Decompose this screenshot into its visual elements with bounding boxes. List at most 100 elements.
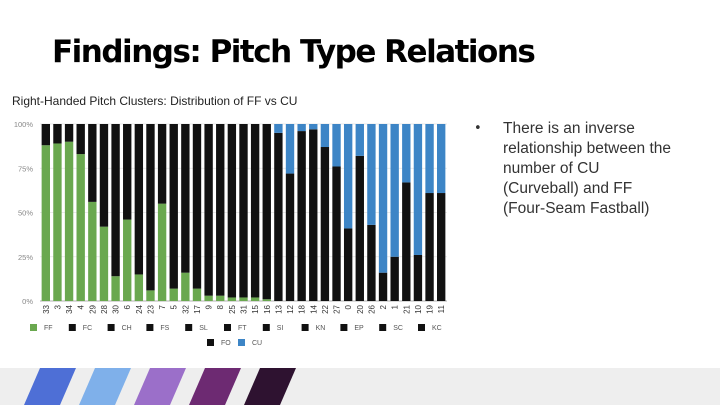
- x-tick-label: 12: [286, 304, 295, 313]
- bar-segment-fc: [250, 124, 260, 298]
- chart-title: Right-Handed Pitch Clusters: Distributio…: [12, 94, 298, 108]
- bar-segment-fc: [123, 124, 132, 220]
- bar-segment-fc: [204, 124, 213, 296]
- bar-segment-fc: [355, 155, 364, 301]
- bar-segment-cu: [402, 124, 411, 183]
- legend-swatch: [146, 324, 154, 331]
- bar-segment-cu: [436, 124, 446, 194]
- x-tick-label: 0: [344, 304, 353, 309]
- bar-segment-fc: [157, 124, 167, 204]
- bar-segment-ff: [76, 154, 85, 301]
- bar-segment-fc: [41, 124, 51, 146]
- legend-label: SC: [393, 325, 403, 332]
- x-tick-label: 26: [367, 304, 376, 313]
- bar-segment-ff: [111, 276, 120, 301]
- legend-swatch: [224, 324, 231, 331]
- bars: [41, 124, 446, 301]
- bar-segment-fc: [64, 124, 74, 142]
- bar-segment-cu: [355, 124, 364, 156]
- stacked-bar-chart: 0%25%50%75%100% 33 3 34 4 29 28 30 6 24 23 7 5 32 17 9…: [14, 120, 447, 347]
- bar-segment-fc: [76, 124, 85, 155]
- x-axis-ticks: 33 3 34 4 29 28 30 6 24 23 7 5 32 17 9 8 25 31 15 16 13 12 18 1…: [42, 304, 446, 313]
- legend-swatch: [238, 339, 245, 346]
- x-tick-label: 14: [309, 304, 318, 313]
- x-tick-label: 6: [123, 304, 132, 309]
- bar-segment-fc: [332, 166, 341, 301]
- bar-segment-fc: [413, 254, 423, 301]
- y-tick-label: 100%: [14, 120, 34, 129]
- bar-segment-ff: [169, 288, 178, 301]
- x-tick-label: 7: [158, 304, 167, 309]
- x-tick-label: 23: [146, 304, 155, 313]
- footer-decoration: [24, 368, 296, 405]
- bar-segment-fc: [262, 124, 271, 300]
- legend-label: FO: [221, 340, 231, 347]
- bar-segment-ff: [157, 203, 167, 301]
- decor-stripe: [244, 368, 296, 405]
- x-tick-label: 33: [42, 304, 51, 313]
- x-tick-label: 5: [170, 304, 179, 309]
- legend-swatch: [68, 324, 76, 331]
- x-tick-label: 20: [356, 304, 365, 313]
- x-tick-label: 27: [333, 304, 342, 313]
- legend-label: FT: [238, 325, 247, 332]
- decor-stripe: [24, 368, 76, 405]
- bar-segment-cu: [274, 124, 283, 133]
- x-tick-label: 32: [181, 304, 190, 313]
- legend-label: KC: [432, 325, 442, 332]
- x-tick-label: 2: [379, 304, 388, 309]
- x-tick-label: 31: [240, 304, 249, 313]
- bar-segment-fc: [343, 228, 353, 301]
- decor-stripe: [79, 368, 131, 405]
- legend-label: EP: [354, 325, 364, 332]
- legend-label: FF: [44, 325, 53, 332]
- x-tick-label: 9: [205, 304, 214, 309]
- bar-segment-cu: [343, 124, 353, 229]
- bar-segment-fc: [134, 124, 144, 275]
- bar-segment-ff: [123, 219, 132, 301]
- bar-segment-cu: [332, 124, 341, 167]
- decor-stripe: [189, 368, 241, 405]
- legend-swatch: [107, 324, 115, 331]
- x-tick-label: 15: [251, 304, 260, 313]
- bar-segment-fc: [53, 124, 62, 144]
- bar-segment-cu: [425, 124, 434, 194]
- bullet-dot-icon: •: [474, 121, 482, 136]
- x-tick-label: 21: [402, 304, 411, 313]
- x-tick-label: 11: [437, 304, 446, 313]
- bar-segment-ff: [41, 145, 51, 301]
- legend-swatch: [379, 324, 387, 331]
- bar-segment-ff: [227, 297, 237, 301]
- legend-swatch: [340, 324, 348, 331]
- x-tick-label: 3: [53, 304, 62, 309]
- bar-segment-fc: [192, 124, 202, 289]
- bar-segment-ff: [53, 143, 62, 301]
- y-tick-label: 75%: [18, 164, 33, 173]
- legend-label: SI: [277, 325, 284, 332]
- slide-title: Findings: Pitch Type Relations: [52, 34, 536, 70]
- legend-label: FC: [83, 325, 92, 332]
- bar-segment-fc: [99, 124, 109, 227]
- legend-label: SL: [199, 325, 208, 332]
- legend-label: KN: [316, 325, 326, 332]
- bar-segment-fc: [146, 124, 155, 291]
- x-tick-label: 24: [135, 304, 144, 313]
- x-tick-label: 18: [298, 304, 307, 313]
- bar-segment-fc: [402, 182, 411, 301]
- bullet-point: • There is an inverse relationship betwe…: [474, 119, 674, 219]
- bar-segment-fc: [285, 173, 295, 301]
- legend-swatch: [185, 324, 193, 331]
- bar-segment-ff: [64, 141, 74, 301]
- x-tick-label: 29: [88, 304, 97, 313]
- bar-segment-fc: [227, 124, 237, 298]
- y-tick-label: 50%: [18, 209, 33, 218]
- y-tick-label: 25%: [18, 253, 33, 262]
- legend-swatch: [418, 324, 425, 331]
- bar-segment-fc: [274, 132, 283, 301]
- legend-label: FS: [160, 325, 169, 332]
- x-tick-label: 16: [263, 304, 272, 313]
- bar-segment-fc: [88, 124, 97, 202]
- bar-segment-fc: [181, 124, 190, 273]
- bar-segment-cu: [390, 124, 399, 257]
- bar-segment-fc: [309, 129, 318, 301]
